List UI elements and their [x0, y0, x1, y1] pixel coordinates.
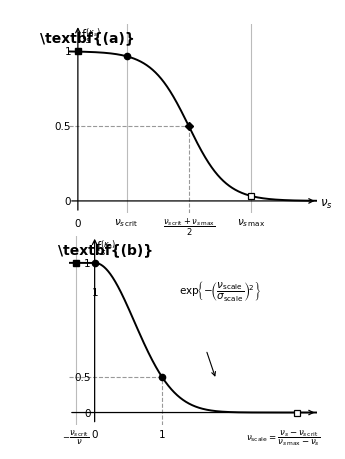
- Text: $1$: $1$: [91, 285, 98, 297]
- Text: $\mathrm{f}_s^{(\kappa_s)}$: $\mathrm{f}_s^{(\kappa_s)}$: [81, 27, 101, 46]
- Text: $\nu_{s\,\mathrm{crit}}$: $\nu_{s\,\mathrm{crit}}$: [115, 217, 139, 228]
- Text: \textbf{(b)}: \textbf{(b)}: [58, 242, 153, 256]
- Text: $\mathrm{f}_s^{(\kappa_s)}$: $\mathrm{f}_s^{(\kappa_s)}$: [96, 238, 116, 257]
- Text: $\nu_s$: $\nu_s$: [319, 198, 332, 211]
- Text: $0$: $0$: [74, 217, 82, 229]
- Text: $-\dfrac{\nu_{s\,\mathrm{crit}}}{\nu}$: $-\dfrac{\nu_{s\,\mathrm{crit}}}{\nu}$: [62, 428, 89, 446]
- Text: $\nu_\mathrm{scale} = \dfrac{\nu_s - \nu_{s\,\mathrm{crit}}}{\nu_{s\,\mathrm{max: $\nu_\mathrm{scale} = \dfrac{\nu_s - \nu…: [246, 428, 321, 447]
- Text: 0: 0: [84, 408, 91, 418]
- Text: 0.5: 0.5: [55, 122, 71, 132]
- Text: 1: 1: [84, 258, 91, 268]
- Text: 0: 0: [65, 196, 71, 207]
- Text: $\nu_{s\,\mathrm{max}}$: $\nu_{s\,\mathrm{max}}$: [237, 217, 265, 228]
- Text: $1$: $1$: [158, 428, 166, 440]
- Text: $\dfrac{\nu_{s\,\mathrm{crit}}+\nu_{s\,\mathrm{max}}}{2}$: $\dfrac{\nu_{s\,\mathrm{crit}}+\nu_{s\,\…: [162, 217, 215, 237]
- Text: $0$: $0$: [91, 428, 99, 440]
- Text: $\mathrm{exp}\!\left\{-\!\left(\dfrac{\nu_\mathrm{scale}}{\sigma_\mathrm{scale}}: $\mathrm{exp}\!\left\{-\!\left(\dfrac{\n…: [179, 278, 262, 302]
- Text: 0.5: 0.5: [74, 372, 91, 382]
- Text: 1: 1: [65, 47, 71, 57]
- Text: \textbf{(a)}: \textbf{(a)}: [40, 31, 135, 45]
